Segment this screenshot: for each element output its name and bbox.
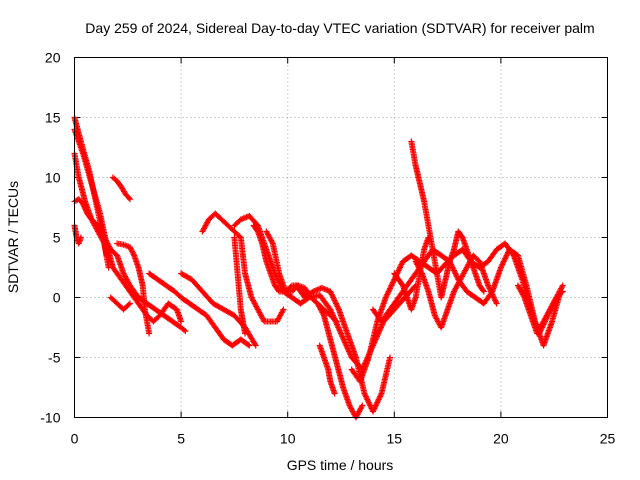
x-tick-label: 5 [177, 431, 185, 447]
y-tick-label: 10 [45, 170, 61, 186]
x-axis-label: GPS time / hours [287, 457, 394, 473]
y-tick-label: -10 [40, 410, 60, 426]
series-track-7 [114, 240, 153, 337]
y-tick-label: 0 [53, 290, 61, 306]
x-tick-label: 10 [280, 431, 296, 447]
y-axis-label: SDTVAR / TECUs [5, 181, 21, 293]
plot-frame [74, 57, 608, 418]
series-track-4 [71, 196, 189, 335]
x-tick-label: 15 [387, 431, 403, 447]
axes: 0 5 10 15 20 25 -10 -5 0 5 10 15 20 [40, 50, 615, 447]
series-track-2 [71, 126, 185, 325]
y-tick-label: 5 [53, 230, 61, 246]
y-tick-label: 15 [45, 110, 61, 126]
series-track-5 [71, 222, 84, 247]
x-tick-label: 20 [493, 431, 509, 447]
series-track-3 [71, 150, 112, 271]
series-track-23 [514, 282, 566, 337]
series-track-11 [199, 210, 287, 325]
grid [74, 57, 608, 418]
series-track-15 [263, 228, 340, 325]
series-track-17 [316, 342, 338, 397]
series-track-21 [412, 252, 500, 331]
data-points [71, 114, 566, 421]
series-track-8 [107, 294, 133, 313]
series-track-16 [293, 282, 394, 415]
series-track-6 [109, 174, 133, 203]
chart-title: Day 259 of 2024, Sidereal Day-to-day VTE… [85, 20, 594, 36]
x-tick-label: 0 [71, 431, 79, 447]
y-tick-label: 20 [45, 50, 61, 66]
x-tick-label: 25 [600, 431, 616, 447]
series-track-13 [231, 234, 249, 337]
y-tick-label: -5 [48, 350, 61, 366]
series-track-22 [391, 234, 432, 313]
series-track-9 [146, 270, 253, 349]
